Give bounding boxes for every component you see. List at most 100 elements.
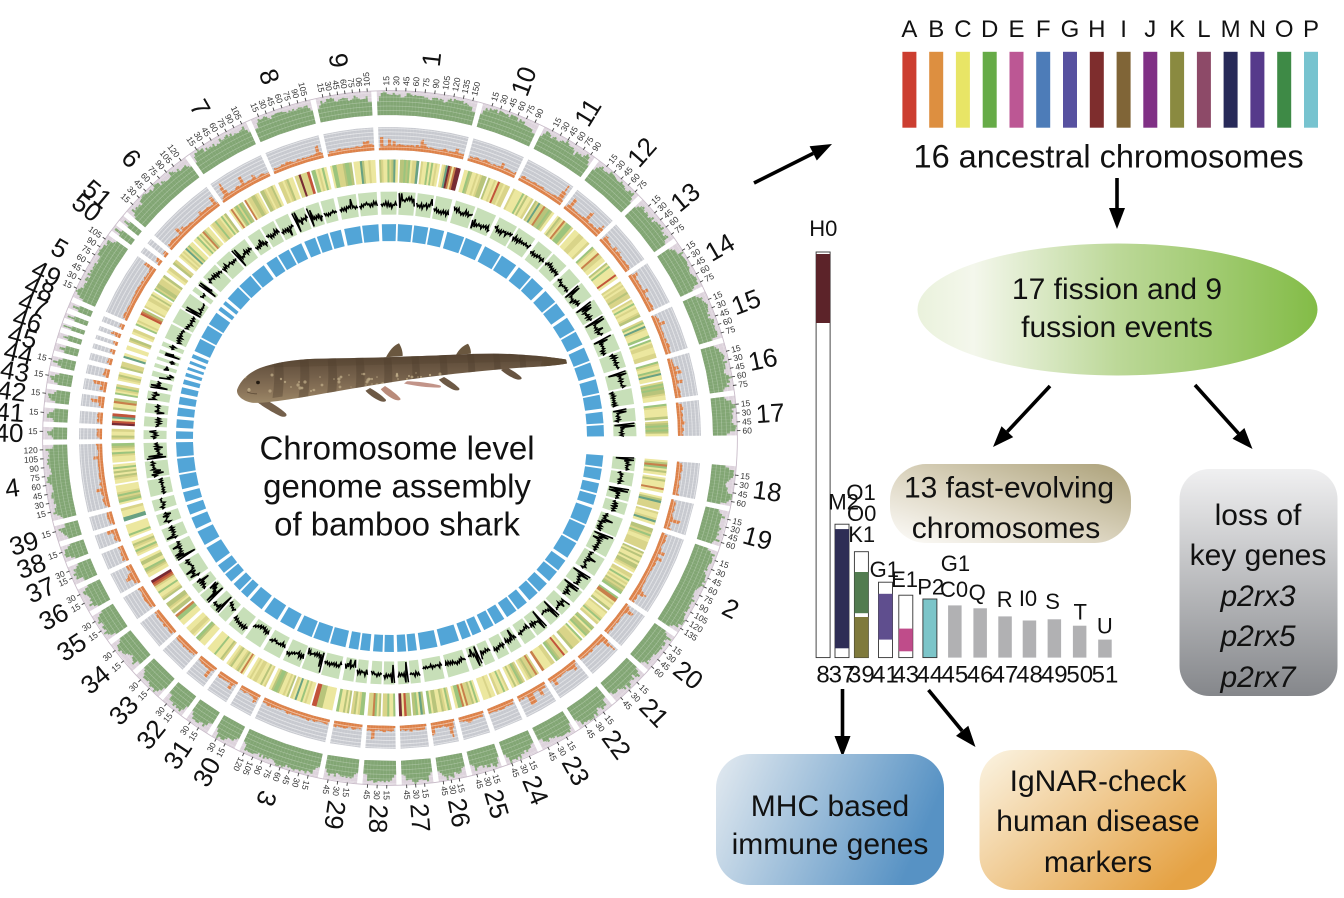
- svg-text:75: 75: [30, 472, 41, 483]
- svg-text:T: T: [1073, 600, 1086, 625]
- svg-text:30: 30: [729, 524, 741, 536]
- svg-text:K: K: [1169, 16, 1185, 43]
- svg-text:45: 45: [439, 786, 450, 797]
- svg-text:15: 15: [527, 759, 540, 772]
- svg-text:M2: M2: [828, 490, 859, 515]
- svg-text:30: 30: [739, 480, 750, 491]
- svg-text:75: 75: [215, 116, 228, 129]
- svg-text:51: 51: [1092, 662, 1119, 689]
- svg-text:genome assembly: genome assembly: [263, 468, 531, 505]
- svg-text:17: 17: [755, 397, 786, 429]
- svg-text:45: 45: [694, 254, 707, 268]
- svg-text:15: 15: [35, 508, 47, 520]
- svg-text:E1: E1: [891, 567, 918, 592]
- svg-text:15: 15: [40, 528, 52, 540]
- svg-text:90: 90: [697, 602, 710, 615]
- svg-text:human disease: human disease: [996, 805, 1199, 838]
- svg-text:S: S: [1045, 589, 1060, 614]
- svg-text:15: 15: [214, 746, 227, 759]
- svg-text:60: 60: [515, 100, 528, 113]
- svg-text:of bamboo shark: of bamboo shark: [274, 506, 520, 543]
- svg-text:120: 120: [23, 445, 38, 455]
- svg-text:45: 45: [402, 790, 412, 800]
- svg-text:135: 135: [460, 78, 473, 94]
- svg-text:1: 1: [416, 50, 447, 68]
- svg-text:42: 42: [0, 374, 28, 407]
- svg-text:Q: Q: [969, 580, 986, 605]
- svg-text:105: 105: [296, 81, 309, 97]
- svg-text:15: 15: [420, 788, 431, 799]
- svg-text:60: 60: [742, 425, 752, 435]
- svg-text:30: 30: [205, 740, 219, 753]
- svg-text:15: 15: [341, 787, 352, 798]
- svg-text:60: 60: [698, 262, 711, 275]
- svg-text:46: 46: [967, 662, 994, 689]
- svg-text:75: 75: [346, 78, 357, 89]
- svg-text:30: 30: [447, 784, 459, 795]
- svg-text:I: I: [1120, 16, 1127, 43]
- svg-text:60: 60: [207, 121, 220, 134]
- svg-text:45: 45: [942, 662, 969, 689]
- svg-text:43: 43: [0, 354, 32, 389]
- svg-text:30: 30: [54, 568, 67, 581]
- svg-text:L: L: [1197, 16, 1210, 43]
- svg-text:30: 30: [741, 407, 751, 418]
- svg-text:U: U: [1097, 614, 1113, 639]
- svg-text:60: 60: [736, 369, 747, 381]
- svg-text:45: 45: [32, 490, 43, 501]
- svg-text:M: M: [1221, 16, 1241, 43]
- svg-text:key genes: key genes: [1190, 539, 1327, 572]
- svg-text:p2rx5: p2rx5: [1219, 620, 1295, 653]
- svg-text:105: 105: [24, 454, 39, 465]
- svg-text:15: 15: [711, 289, 724, 302]
- svg-text:15: 15: [57, 576, 70, 589]
- svg-text:75: 75: [702, 593, 715, 606]
- svg-text:15: 15: [490, 773, 502, 785]
- svg-text:A: A: [901, 16, 917, 43]
- svg-text:37: 37: [829, 662, 856, 689]
- svg-text:30: 30: [732, 351, 744, 363]
- svg-text:75: 75: [724, 324, 736, 336]
- svg-text:28: 28: [363, 804, 394, 834]
- svg-text:75: 75: [738, 378, 749, 389]
- svg-text:39: 39: [848, 662, 875, 689]
- svg-text:30: 30: [714, 567, 727, 580]
- svg-text:41: 41: [0, 396, 25, 428]
- svg-text:fussion events: fussion events: [1021, 311, 1213, 344]
- svg-text:I0: I0: [1019, 586, 1037, 611]
- svg-text:45: 45: [509, 766, 522, 779]
- svg-text:P2: P2: [917, 575, 944, 600]
- svg-text:45: 45: [734, 360, 746, 372]
- svg-text:120: 120: [450, 76, 462, 92]
- svg-text:90: 90: [223, 112, 236, 125]
- svg-text:15: 15: [36, 351, 48, 363]
- svg-text:44: 44: [1, 335, 36, 371]
- svg-text:45: 45: [507, 96, 520, 109]
- svg-text:17 fission and 9: 17 fission and 9: [1012, 273, 1222, 306]
- svg-text:C: C: [954, 16, 971, 43]
- svg-text:15: 15: [315, 82, 327, 93]
- svg-text:15: 15: [248, 101, 261, 114]
- svg-text:75: 75: [281, 90, 293, 102]
- svg-text:H: H: [1088, 16, 1105, 43]
- svg-text:30: 30: [290, 777, 302, 789]
- svg-text:O: O: [1275, 16, 1294, 43]
- svg-text:8: 8: [816, 662, 829, 689]
- svg-text:15: 15: [455, 782, 467, 794]
- svg-text:15: 15: [300, 779, 312, 791]
- svg-text:G: G: [1061, 16, 1080, 43]
- svg-text:105: 105: [440, 75, 452, 91]
- svg-text:15: 15: [29, 406, 39, 417]
- svg-text:60: 60: [725, 539, 737, 551]
- svg-text:9: 9: [323, 51, 355, 69]
- svg-text:15: 15: [28, 426, 38, 436]
- svg-text:15: 15: [740, 471, 751, 482]
- svg-text:45: 45: [321, 784, 333, 795]
- svg-text:P: P: [1303, 16, 1319, 43]
- svg-text:K1: K1: [848, 522, 875, 547]
- svg-text:26: 26: [442, 796, 477, 830]
- svg-text:F: F: [1036, 16, 1051, 43]
- svg-text:30: 30: [372, 790, 382, 800]
- svg-text:15: 15: [550, 115, 563, 128]
- svg-text:45: 45: [401, 76, 411, 86]
